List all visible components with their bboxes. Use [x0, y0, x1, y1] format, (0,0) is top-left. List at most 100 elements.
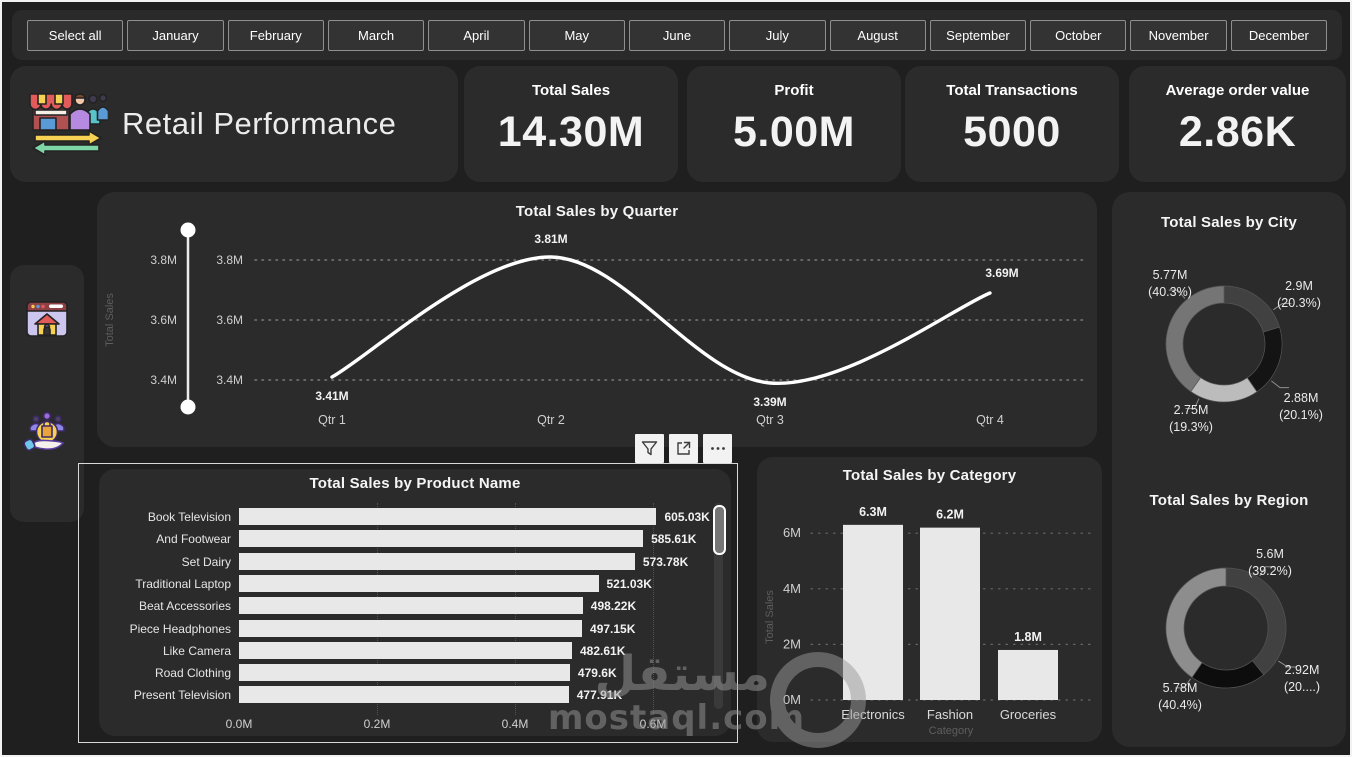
bar-category-label: Present Television: [133, 688, 231, 703]
data-label: 482.61K: [580, 643, 626, 658]
data-label: 1.8M: [1014, 630, 1042, 644]
bar-book-television[interactable]: [239, 508, 657, 525]
y-axis-title: Total Sales: [764, 590, 776, 644]
bar-set-dairy[interactable]: [239, 552, 635, 570]
column-electronics[interactable]: [843, 524, 903, 700]
bar-category-label: Piece Headphones: [129, 621, 231, 636]
month-button-february[interactable]: February: [227, 19, 324, 51]
y-axis-tick-label: 3.6M: [216, 313, 243, 327]
slider-handle-bottom[interactable]: [180, 399, 196, 415]
bar-category-label: Book Television: [147, 510, 231, 524]
donut-slice-5.78M[interactable]: [1165, 567, 1227, 678]
data-label: 585.61K: [651, 532, 697, 547]
kpi-label: Total Transactions: [946, 82, 1078, 99]
kpi-total-transactions: Total Transactions 5000: [905, 66, 1119, 182]
month-button-april[interactable]: April: [428, 19, 525, 51]
line-series-total-sales[interactable]: [330, 255, 992, 385]
kpi-profit: Profit 5.00M: [687, 66, 901, 182]
nav-sidebar: [10, 265, 84, 522]
donut-charts: [1165, 285, 1297, 689]
leader-line: [1278, 660, 1297, 668]
donut-slice-2.75M[interactable]: [1190, 377, 1258, 403]
month-button-october[interactable]: October: [1030, 19, 1127, 51]
month-button-march[interactable]: March: [327, 19, 425, 51]
data-label: 497.15K: [590, 621, 636, 636]
slider-tick-label: 3.6M: [150, 313, 177, 327]
x-axis-tick-label: Qtr 2: [537, 413, 565, 427]
data-label: 3.81M: [534, 232, 567, 246]
bar-traditional-laptop[interactable]: [239, 574, 599, 592]
kpi-value: 5000: [963, 108, 1061, 156]
scrollbar-thumb[interactable]: [713, 505, 726, 555]
line-chart[interactable]: 3.8M 3.8M 3.6M 3.6M 3.4M 3.4M Total Sales 3.41M…: [97, 192, 1097, 447]
bar-category-label: Road Clothing: [154, 666, 231, 681]
slider-handle-top[interactable]: [180, 222, 196, 238]
more-options-icon[interactable]: [703, 434, 732, 463]
bar-category-label: Beat Accessories: [138, 599, 231, 614]
donut-slice-5.77M[interactable]: [1165, 285, 1225, 393]
data-label: 479.6K: [577, 666, 617, 681]
leader-line: [1273, 303, 1292, 311]
month-button-august[interactable]: August: [829, 19, 926, 51]
data-label: 605.03K: [664, 510, 710, 524]
visual-selection-border[interactable]: Total Sales by Product Name 0.0M 0.2M 0.4M…: [78, 463, 738, 743]
line-chart-title: Total Sales by Quarter: [515, 203, 679, 220]
column-chart-title: Total Sales by Category: [842, 467, 1017, 484]
month-button-december[interactable]: December: [1230, 19, 1328, 51]
home-browser-icon[interactable]: [24, 297, 70, 343]
x-axis-tick-label: 0.0M: [225, 717, 253, 731]
donut-slice-label: 5.78M (40.4%): [1158, 681, 1202, 712]
donut-slice-2.88M[interactable]: [1246, 326, 1283, 393]
month-button-select-all[interactable]: Select all: [27, 19, 124, 51]
x-axis-tick-label: 0.6M: [639, 717, 667, 731]
data-label: 3.69M: [985, 266, 1018, 280]
bar-category-label: Like Camera: [162, 643, 231, 658]
donut-slice-label: 5.77M (40.3%): [1148, 268, 1192, 299]
column-fashion[interactable]: [920, 527, 980, 700]
x-axis-tick-label: 0.2M: [363, 717, 391, 731]
focus-mode-icon[interactable]: [669, 434, 698, 463]
donut-slice-label: 2.9M (20.3%): [1277, 279, 1321, 310]
donut-slice-5.6M[interactable]: [1225, 567, 1287, 676]
visual-hover-toolbar: [635, 434, 732, 463]
data-label: 521.03K: [606, 576, 652, 591]
bar-chart-scrollbar[interactable]: [713, 503, 726, 709]
bar-piece-headphones[interactable]: [239, 619, 583, 637]
bar-like-camera[interactable]: [239, 641, 572, 659]
kpi-label: Average order value: [1165, 82, 1310, 99]
donut-slice-label: 5.6M (39.2%): [1248, 547, 1292, 578]
x-axis-tick-label: 0.4M: [501, 717, 529, 731]
column-groceries[interactable]: [998, 649, 1058, 700]
month-button-july[interactable]: July: [729, 19, 826, 51]
y-axis-tick-label: 6M: [783, 525, 801, 540]
data-label: 573.78K: [642, 554, 689, 569]
x-axis-tick-label: Electronics: [841, 707, 905, 722]
month-button-november[interactable]: November: [1130, 19, 1227, 51]
filter-icon[interactable]: [635, 434, 664, 463]
kpi-total-sales: Total Sales 14.30M: [464, 66, 678, 182]
y-axis-tick-label: 4M: [783, 581, 801, 596]
x-axis-tick-label: Fashion: [927, 707, 973, 722]
shopping-hand-icon[interactable]: [23, 411, 70, 457]
bar-chart-title: Total Sales by Product Name: [309, 475, 521, 492]
region-donut-title: Total Sales by Region: [1149, 492, 1309, 509]
bar-beat-accessories[interactable]: [239, 597, 583, 615]
x-axis-title: Category: [929, 725, 974, 737]
x-axis-tick-label: Qtr 3: [756, 413, 784, 427]
line-chart-panel: Total Sales by Quarter 3.8M 3.8M 3.6M 3.6M 3…: [97, 192, 1097, 447]
report-title: Retail Performance: [122, 106, 397, 141]
bar-present-television[interactable]: [239, 686, 569, 704]
leader-line: [1271, 380, 1290, 389]
month-button-june[interactable]: June: [628, 19, 726, 51]
bar-chart-panel: Total Sales by Product Name 0.0M 0.2M 0.4M…: [99, 469, 731, 736]
kpi-value: 2.86K: [1178, 108, 1297, 156]
bar-road-clothing[interactable]: [239, 664, 570, 682]
month-button-may[interactable]: May: [528, 19, 625, 51]
slider-tick-label: 3.8M: [150, 253, 177, 267]
kpi-value: 14.30M: [497, 108, 645, 156]
month-button-september[interactable]: September: [929, 19, 1027, 51]
leader-line: [1259, 566, 1275, 577]
month-button-january[interactable]: January: [127, 19, 224, 51]
bar-and-footwear[interactable]: [239, 530, 644, 548]
